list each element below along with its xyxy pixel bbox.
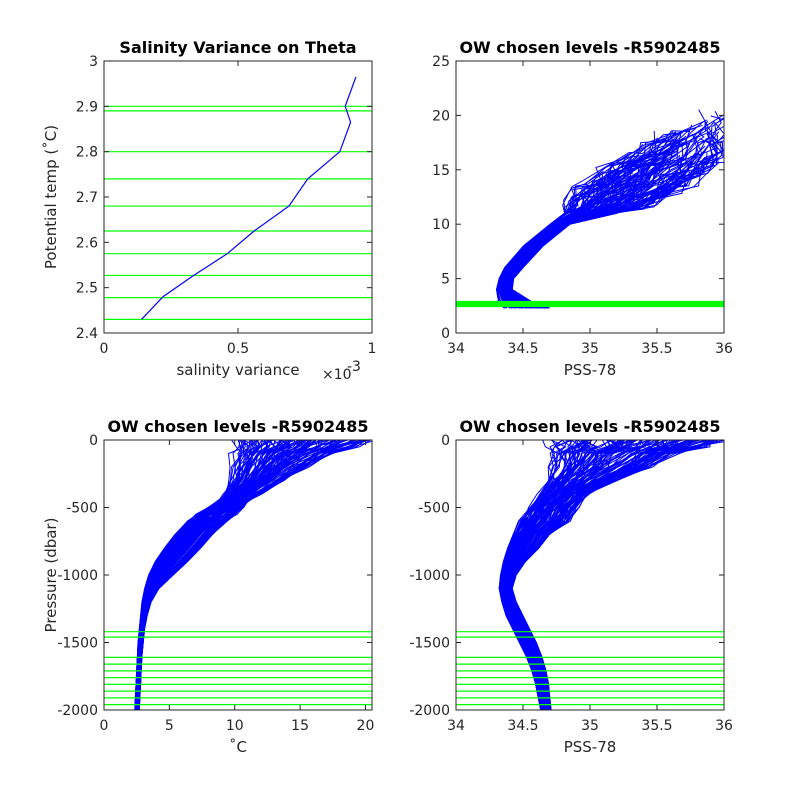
x-tick-label: 35 bbox=[581, 341, 599, 357]
y-tick-label: 2.6 bbox=[76, 235, 98, 251]
profile-line bbox=[498, 440, 567, 710]
profile-line bbox=[503, 440, 620, 710]
panel-salinity-variance: 0 0.5 1 2.4 2.5 2.6 2.7 2.8 2.9 3 Salinity Varianc… bbox=[42, 38, 376, 383]
chart-title: OW chosen levels -R5902485 bbox=[459, 38, 720, 57]
profile-line bbox=[507, 152, 689, 309]
profile-line bbox=[137, 440, 335, 710]
panel-theta-salinity: 34 34.5 35 35.5 36 0 5 10 15 20 25 OW chosen levels… bbox=[432, 38, 733, 379]
profile-line bbox=[510, 440, 709, 710]
y-tick-label: -1500 bbox=[409, 636, 450, 652]
chart-title: Salinity Variance on Theta bbox=[119, 38, 356, 57]
x-axis-label: PSS-78 bbox=[564, 361, 617, 379]
x-exponent-power: -3 bbox=[347, 359, 361, 375]
x-tick-label: 34.5 bbox=[507, 718, 538, 734]
profile-line bbox=[136, 440, 296, 710]
profile-line bbox=[500, 151, 677, 309]
profile-lines bbox=[134, 440, 372, 710]
x-axis-label: PSS-78 bbox=[564, 738, 617, 756]
y-tick-label: 0 bbox=[89, 433, 98, 449]
profile-line bbox=[499, 147, 663, 309]
x-tick-label: 1 bbox=[368, 341, 377, 357]
y-tick-label: 15 bbox=[432, 163, 450, 179]
x-axis-label: ˚C bbox=[229, 738, 247, 756]
panel-temperature-pressure: 0 5 10 15 20 0 -500 -1000 -1500 -2000 OW chosen le… bbox=[42, 417, 375, 756]
x-tick-label: 0 bbox=[100, 341, 109, 357]
plot-area bbox=[456, 440, 724, 710]
y-tick-label: -500 bbox=[66, 501, 98, 517]
x-tick-label: 34 bbox=[447, 341, 465, 357]
profile-line bbox=[508, 440, 666, 710]
profile-line bbox=[134, 440, 251, 710]
profile-line bbox=[496, 140, 679, 309]
profile-line bbox=[510, 119, 724, 309]
y-tick-label: -500 bbox=[418, 501, 450, 517]
y-tick-label: -2000 bbox=[409, 703, 450, 719]
chart-title: OW chosen levels -R5902485 bbox=[459, 417, 720, 436]
x-tick-label: 5 bbox=[165, 718, 174, 734]
profile-line bbox=[502, 144, 675, 309]
y-tick-label: 2.5 bbox=[76, 281, 98, 297]
profile-lines bbox=[496, 109, 724, 309]
y-tick-label: -1000 bbox=[57, 568, 98, 584]
x-tick-label: 36 bbox=[715, 718, 733, 734]
x-tick-label: 10 bbox=[226, 718, 244, 734]
y-tick-label: -2000 bbox=[57, 703, 98, 719]
x-tick-label: 34.5 bbox=[507, 341, 538, 357]
y-tick-label: 2.4 bbox=[76, 326, 98, 342]
y-tick-label: 0 bbox=[441, 433, 450, 449]
profile-line bbox=[499, 440, 561, 710]
y-tick-label: 5 bbox=[441, 272, 450, 288]
profile-lines bbox=[498, 440, 724, 710]
x-tick-label: 20 bbox=[357, 718, 375, 734]
profile-line bbox=[497, 130, 690, 309]
profile-line bbox=[509, 440, 711, 710]
x-tick-label: 35.5 bbox=[641, 718, 672, 734]
profile-line bbox=[501, 440, 599, 710]
profile-line bbox=[504, 162, 667, 309]
y-tick-label: 10 bbox=[432, 217, 450, 233]
profile-line bbox=[504, 440, 631, 710]
x-tick-label: 0.5 bbox=[227, 341, 249, 357]
x-tick-label: 35 bbox=[581, 718, 599, 734]
profile-line bbox=[506, 440, 650, 710]
profile-line bbox=[504, 121, 707, 309]
profile-line bbox=[499, 440, 574, 710]
profile-line bbox=[498, 145, 648, 309]
x-tick-label: 35.5 bbox=[641, 341, 672, 357]
variance-line bbox=[141, 76, 357, 320]
y-tick-label: 25 bbox=[432, 54, 450, 70]
x-axis-label: salinity variance bbox=[176, 361, 299, 379]
y-axis-label: Potential temp (˚C) bbox=[42, 125, 60, 269]
profile-line bbox=[506, 154, 680, 309]
x-tick-label: 34 bbox=[447, 718, 465, 734]
x-tick-label: 15 bbox=[291, 718, 309, 734]
y-tick-label: 2.9 bbox=[76, 99, 98, 115]
y-tick-label: 2.7 bbox=[76, 190, 98, 206]
y-tick-label: 20 bbox=[432, 108, 450, 124]
plot-area bbox=[104, 61, 372, 333]
y-tick-label: 0 bbox=[441, 326, 450, 342]
panel-salinity-pressure: 34 34.5 35 35.5 36 0 -500 -1000 -1500 -2000 OW cho… bbox=[409, 417, 733, 756]
chart-title: OW chosen levels -R5902485 bbox=[107, 417, 368, 436]
y-axis-label: Pressure (dbar) bbox=[42, 518, 60, 633]
y-tick-label: -1500 bbox=[57, 636, 98, 652]
x-tick-label: 0 bbox=[100, 718, 109, 734]
x-exponent-label: ×10 bbox=[322, 367, 352, 383]
x-tick-label: 36 bbox=[715, 341, 733, 357]
profile-line bbox=[509, 174, 689, 309]
y-tick-label: 3 bbox=[89, 54, 98, 70]
y-tick-label: 2.8 bbox=[76, 145, 98, 161]
profile-line bbox=[505, 440, 659, 710]
profile-line bbox=[138, 440, 352, 710]
y-tick-label: -1000 bbox=[409, 568, 450, 584]
